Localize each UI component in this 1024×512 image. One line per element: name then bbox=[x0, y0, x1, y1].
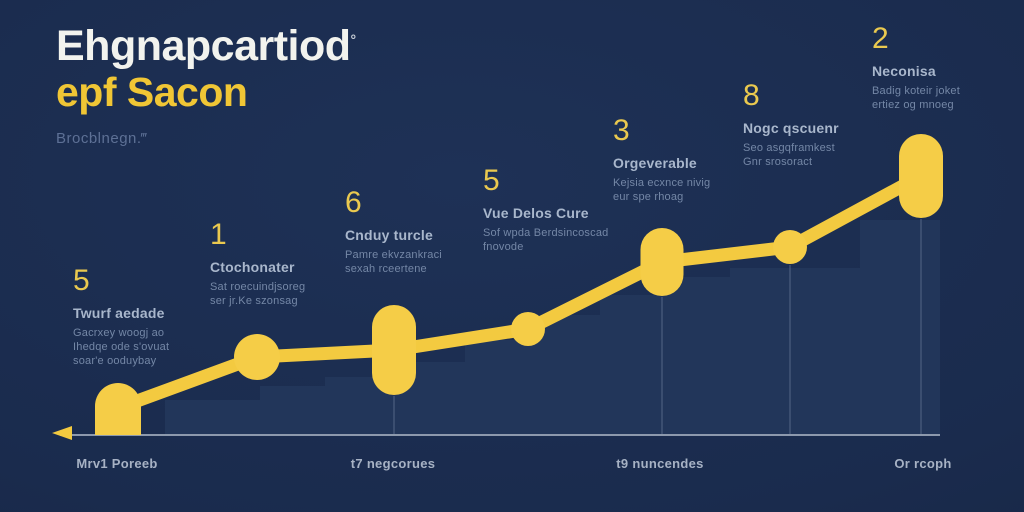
background-bar bbox=[410, 362, 465, 435]
background-bar bbox=[600, 295, 663, 435]
data-point-pill bbox=[372, 305, 416, 395]
data-point-circle bbox=[511, 312, 545, 346]
axis-start-arrow-icon bbox=[52, 426, 72, 440]
data-point-circle bbox=[773, 230, 807, 264]
background-bar bbox=[260, 386, 325, 435]
data-point-pill bbox=[640, 228, 684, 296]
background-bar bbox=[465, 340, 535, 435]
background-bar bbox=[860, 220, 940, 435]
background-bar bbox=[535, 315, 600, 435]
data-point-pill bbox=[899, 134, 943, 218]
background-bar bbox=[663, 277, 730, 435]
background-bar bbox=[165, 400, 260, 435]
data-point-circle bbox=[234, 334, 280, 380]
background-bar bbox=[730, 268, 860, 435]
data-point-dome bbox=[95, 383, 141, 435]
